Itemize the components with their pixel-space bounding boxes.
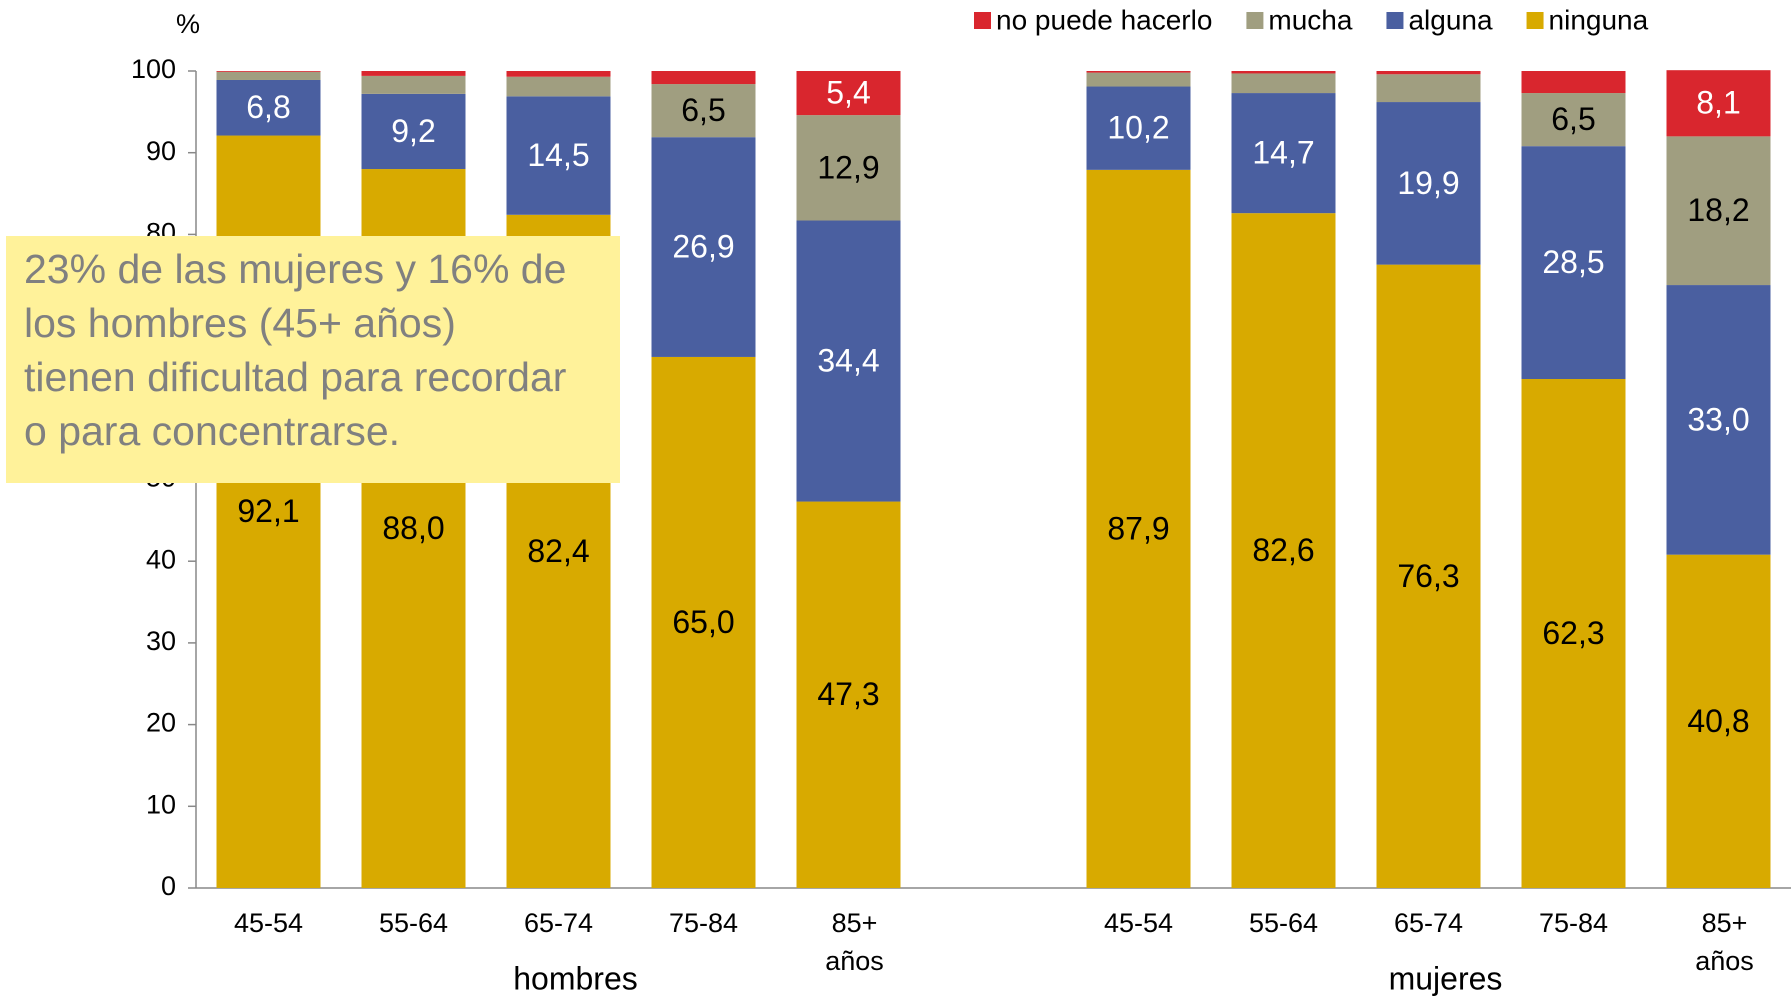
value-label: 6,5 <box>681 92 725 128</box>
bar-segment <box>1521 93 1626 147</box>
value-label: 40,8 <box>1687 703 1749 739</box>
value-label: 18,2 <box>1687 192 1749 228</box>
bar-segment <box>1086 169 1191 888</box>
group-label: hombres <box>513 960 638 996</box>
bar-segment <box>361 93 466 170</box>
x-tick-label: 85+ años <box>1695 908 1754 976</box>
value-label: 62,3 <box>1542 615 1604 651</box>
legend-label: ninguna <box>1549 4 1649 35</box>
x-tick-label: 75-84 <box>669 908 738 938</box>
y-unit-label: % <box>176 9 200 39</box>
legend-swatch <box>1386 12 1404 29</box>
bar-segment <box>1666 70 1771 137</box>
bar-segment <box>506 76 611 97</box>
value-label: 82,6 <box>1252 532 1314 568</box>
x-tick-label: 55-64 <box>1249 908 1318 938</box>
bar-segment <box>1376 102 1481 265</box>
value-label: 12,9 <box>817 149 879 185</box>
x-tick-label: 65-74 <box>524 908 593 938</box>
value-label: 33,0 <box>1687 401 1749 437</box>
bar-segment <box>1521 146 1626 380</box>
value-label: 9,2 <box>391 113 435 149</box>
x-tick-label: 45-54 <box>1104 908 1173 938</box>
bar-segment <box>1666 136 1771 286</box>
y-tick-label: 90 <box>146 136 176 166</box>
bar-segment <box>1521 71 1626 94</box>
bar-segment <box>216 71 321 72</box>
bar-segment <box>796 501 901 888</box>
bar-segment <box>1666 285 1771 555</box>
annotation: 23% de las mujeres y 16% de los hombres … <box>6 236 620 483</box>
value-label: 88,0 <box>382 510 444 546</box>
legend-label: mucha <box>1268 4 1352 35</box>
value-label: 14,5 <box>527 137 589 173</box>
value-label: 10,2 <box>1107 110 1169 146</box>
bar-segment <box>1376 74 1481 103</box>
value-label: 5,4 <box>826 75 870 111</box>
bar-segment <box>651 356 756 888</box>
value-label: 6,5 <box>1551 101 1595 137</box>
bar-segment <box>651 137 756 357</box>
bar-segment <box>1086 72 1191 87</box>
bar-segment <box>506 96 611 215</box>
bar-segment <box>1231 73 1336 94</box>
value-label: 28,5 <box>1542 244 1604 280</box>
legend-swatch <box>1246 12 1264 29</box>
value-label: 26,9 <box>672 229 734 265</box>
legend-swatch <box>974 12 991 29</box>
value-label: 47,3 <box>817 676 879 712</box>
bar-segment <box>796 220 901 502</box>
bar-segment <box>1666 554 1771 888</box>
bar-segment <box>1231 213 1336 888</box>
y-tick-label: 30 <box>146 626 176 656</box>
value-label: 76,3 <box>1397 558 1459 594</box>
bar-segment <box>796 71 901 116</box>
bar-segment <box>361 71 466 76</box>
legend-label: alguna <box>1408 4 1493 35</box>
legend-label: no puede hacerlo <box>996 4 1212 35</box>
bar-segment <box>651 71 756 85</box>
bar-segment <box>1376 71 1481 75</box>
value-label: 34,4 <box>817 342 879 378</box>
value-label: 6,8 <box>246 89 290 125</box>
bar-segment <box>1086 71 1191 73</box>
y-tick-label: 10 <box>146 789 176 819</box>
y-tick-label: 40 <box>146 544 176 574</box>
value-label: 87,9 <box>1107 510 1169 546</box>
x-tick-label: 65-74 <box>1394 908 1463 938</box>
bar-segment <box>1521 379 1626 888</box>
bar-segment <box>1231 71 1336 74</box>
legend-swatch <box>1526 12 1544 29</box>
x-tick-label: 85+ años <box>825 908 884 976</box>
value-label: 14,7 <box>1252 135 1314 171</box>
bar-segment <box>651 84 756 138</box>
y-tick-label: 100 <box>131 54 176 84</box>
group-label: mujeres <box>1389 960 1503 996</box>
y-tick-label: 0 <box>161 871 176 901</box>
x-tick-label: 45-54 <box>234 908 303 938</box>
value-label: 19,9 <box>1397 165 1459 201</box>
bar-segment <box>216 79 321 136</box>
bar-segment <box>1086 86 1191 170</box>
bar-segment <box>506 71 611 77</box>
y-tick-label: 20 <box>146 708 176 738</box>
bar-segment <box>361 75 466 94</box>
bar-segment <box>1376 264 1481 888</box>
value-label: 92,1 <box>237 493 299 529</box>
x-tick-label: 75-84 <box>1539 908 1608 938</box>
bar-segment <box>216 71 321 80</box>
value-label: 65,0 <box>672 604 734 640</box>
value-label: 82,4 <box>527 533 589 569</box>
x-tick-label: 55-64 <box>379 908 448 938</box>
bar-segment <box>796 115 901 221</box>
bar-segment <box>1231 93 1336 214</box>
value-label: 8,1 <box>1696 85 1740 121</box>
